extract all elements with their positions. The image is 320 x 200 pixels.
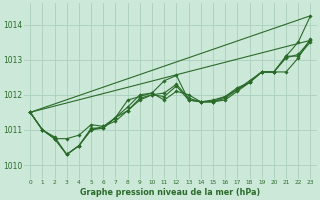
X-axis label: Graphe pression niveau de la mer (hPa): Graphe pression niveau de la mer (hPa) xyxy=(80,188,260,197)
